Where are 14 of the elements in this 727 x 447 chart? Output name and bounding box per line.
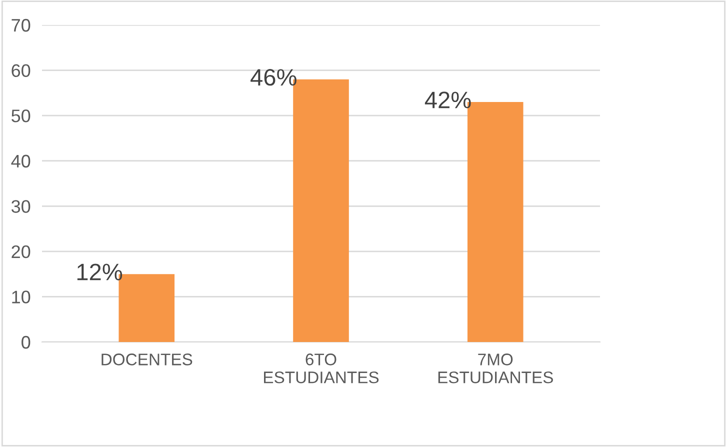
y-tick-label: 40 — [11, 154, 30, 168]
y-tick-label: 0 — [22, 336, 30, 349]
annotation: 12% — [77, 264, 122, 280]
y-tick-label: 20 — [12, 245, 30, 258]
y-tick-label: 70 — [12, 18, 30, 32]
annotation: 46% — [250, 68, 296, 86]
y-tick-label: 30 — [11, 200, 30, 213]
y-tick-label: 60 — [12, 64, 30, 78]
annotation: 42% — [424, 92, 471, 108]
x-tick-label: 6TO ESTUDIANTES — [264, 354, 379, 384]
y-tick-label: 50 — [12, 110, 30, 122]
x-tick-label: 7MO ESTUDIANTES — [438, 354, 553, 384]
x-tick-label: DOCENTES — [102, 354, 192, 366]
y-tick-label: 10 — [12, 290, 30, 304]
